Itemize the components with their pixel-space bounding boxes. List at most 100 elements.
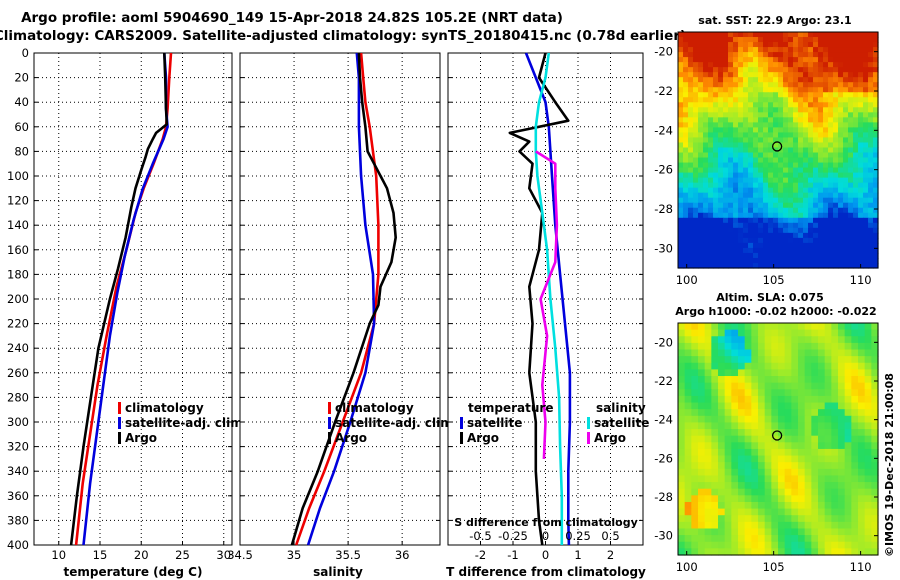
heatmap-cell bbox=[744, 376, 752, 384]
heatmap-cell bbox=[798, 67, 804, 73]
heatmap-cell bbox=[798, 87, 804, 93]
depth-tick-label: 380 bbox=[7, 513, 29, 527]
heatmap-cell bbox=[733, 127, 739, 134]
heatmap-cell bbox=[808, 157, 814, 164]
heatmap-cell bbox=[838, 42, 844, 48]
heatmap-cell bbox=[728, 122, 734, 128]
heatmap-cell bbox=[804, 395, 812, 404]
heatmap-cell bbox=[791, 429, 799, 437]
heatmap-cell bbox=[813, 172, 819, 179]
heatmap-cell bbox=[871, 376, 879, 384]
heatmap-cell bbox=[848, 47, 854, 53]
heatmap-cell bbox=[824, 521, 832, 530]
heatmap-cell bbox=[773, 132, 779, 139]
heatmap-cell bbox=[733, 252, 739, 259]
heatmap-cell bbox=[783, 262, 789, 269]
heatmap-cell bbox=[804, 535, 812, 543]
heatmap-cell bbox=[704, 349, 712, 357]
heatmap-cell bbox=[758, 548, 766, 556]
heatmap-cell bbox=[713, 87, 719, 93]
heatmap-cell bbox=[844, 448, 852, 457]
heatmap-cell bbox=[798, 232, 804, 239]
heatmap-cell bbox=[743, 87, 749, 93]
heatmap-cell bbox=[678, 362, 686, 370]
heatmap-cell bbox=[848, 132, 854, 139]
heatmap-cell bbox=[873, 92, 879, 98]
heatmap-cell bbox=[808, 82, 814, 88]
heatmap-cell bbox=[778, 468, 786, 477]
heatmap-cell bbox=[711, 535, 719, 543]
heatmap-cell bbox=[863, 87, 869, 93]
depth-tick-label: 0 bbox=[22, 46, 29, 60]
heatmap-cell bbox=[744, 455, 752, 463]
heatmap-cell bbox=[824, 369, 832, 377]
heatmap-cell bbox=[831, 448, 839, 457]
heatmap-cell bbox=[684, 422, 692, 430]
heatmap-cell bbox=[718, 535, 726, 543]
heatmap-cell bbox=[678, 252, 684, 259]
heatmap-cell bbox=[784, 342, 792, 351]
heatmap-cell bbox=[723, 157, 729, 164]
heatmap-cell bbox=[758, 47, 764, 53]
difference-xlabel: T difference from climatology bbox=[446, 565, 646, 579]
heatmap-cell bbox=[791, 541, 799, 549]
heatmap-cell bbox=[751, 362, 759, 370]
heatmap-cell bbox=[693, 67, 699, 73]
depth-tick-label: 400 bbox=[7, 538, 29, 552]
heatmap-cell bbox=[843, 162, 849, 169]
heatmap-cell bbox=[768, 147, 774, 154]
heatmap-cell bbox=[758, 37, 764, 43]
heatmap-cell bbox=[811, 369, 819, 377]
heatmap-cell bbox=[773, 247, 779, 254]
heatmap-cell bbox=[793, 257, 799, 264]
heatmap-cell bbox=[831, 342, 839, 351]
heatmap-cell bbox=[858, 402, 866, 410]
heatmap-cell bbox=[763, 217, 769, 224]
temperature-xlabel: temperature (deg C) bbox=[64, 565, 203, 579]
heatmap-cell bbox=[758, 482, 766, 490]
heatmap-cell bbox=[773, 107, 779, 113]
heatmap-cell bbox=[773, 102, 779, 108]
heatmap-cell bbox=[693, 152, 699, 159]
heatmap-cell bbox=[791, 515, 799, 523]
heatmap-cell bbox=[823, 47, 829, 53]
heatmap-cell bbox=[698, 415, 706, 424]
heatmap-cell bbox=[798, 257, 804, 264]
heatmap-cell bbox=[783, 117, 789, 123]
heatmap-cell bbox=[678, 356, 686, 364]
heatmap-cell bbox=[851, 429, 859, 437]
heatmap-cell bbox=[788, 202, 794, 209]
heatmap-cell bbox=[864, 475, 872, 483]
heatmap-cell bbox=[763, 67, 769, 73]
heatmap-cell bbox=[803, 167, 809, 174]
heatmap-cell bbox=[844, 475, 852, 483]
heatmap-cell bbox=[684, 349, 692, 357]
heatmap-cell bbox=[808, 62, 814, 68]
heatmap-cell bbox=[833, 232, 839, 239]
heatmap-cell bbox=[824, 356, 832, 364]
heatmap-cell bbox=[798, 508, 806, 516]
heatmap-cell bbox=[691, 342, 699, 351]
heatmap-cell bbox=[808, 252, 814, 259]
heatmap-cell bbox=[731, 389, 739, 397]
heatmap-cell bbox=[851, 402, 859, 410]
heatmap-cell bbox=[824, 495, 832, 503]
heatmap-cell bbox=[778, 329, 786, 337]
heatmap-cell bbox=[864, 455, 872, 463]
heatmap-cell bbox=[798, 202, 804, 209]
heatmap-cell bbox=[853, 182, 859, 189]
heatmap-cell bbox=[823, 222, 829, 229]
heatmap-cell bbox=[871, 455, 879, 463]
heatmap-cell bbox=[778, 222, 784, 229]
heatmap-cell bbox=[831, 323, 839, 331]
heatmap-cell bbox=[858, 127, 864, 134]
heatmap-cell bbox=[818, 132, 824, 139]
x-tick-label: 0 bbox=[542, 548, 549, 562]
heatmap-cell bbox=[818, 227, 824, 234]
heatmap-cell bbox=[704, 448, 712, 457]
heatmap-cell bbox=[758, 127, 764, 134]
heatmap-cell bbox=[684, 323, 692, 331]
heatmap-cell bbox=[678, 535, 686, 543]
heatmap-cell bbox=[823, 37, 829, 43]
heatmap-cell bbox=[758, 242, 764, 249]
